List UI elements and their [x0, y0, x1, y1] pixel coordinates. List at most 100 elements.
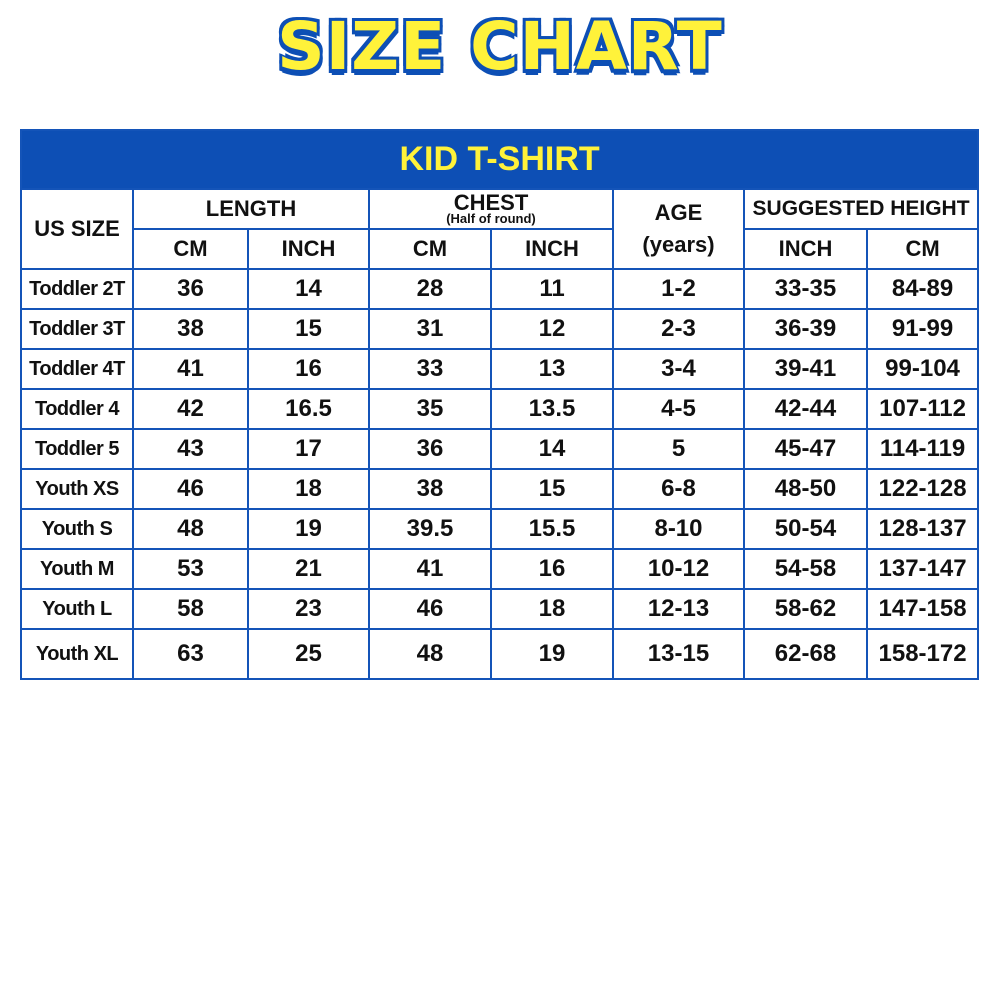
- table-row: Youth L 58 23 46 18 12-13 58-62 147-158: [20, 588, 980, 630]
- cell-us-size: Youth M: [20, 548, 134, 590]
- cell-age: 6-8: [612, 468, 745, 510]
- header-chest-label: CHEST: [453, 190, 529, 215]
- cell-height-inch: 45-47: [743, 428, 868, 470]
- cell-us-size: Youth XL: [20, 628, 134, 680]
- cell-height-cm: 128-137: [865, 508, 980, 550]
- cell-length-inch: 16: [247, 348, 370, 390]
- cell-length-inch: 25: [247, 628, 370, 680]
- header-height-cm: CM: [865, 228, 980, 270]
- cell-height-cm: 147-158: [865, 588, 980, 630]
- cell-length-cm: 41: [132, 348, 249, 390]
- cell-length-cm: 53: [132, 548, 249, 590]
- header-chest-cm: CM: [368, 228, 492, 270]
- cell-age: 5: [612, 428, 745, 470]
- cell-chest-cm: 38: [368, 468, 492, 510]
- table-row: Toddler 3T 38 15 31 12 2-3 36-39 91-99: [20, 308, 980, 350]
- cell-height-cm: 84-89: [865, 268, 980, 310]
- table-row: Toddler 2T 36 14 28 11 1-2 33-35 84-89: [20, 268, 980, 310]
- header-chest-note: (Half of round): [446, 211, 536, 226]
- cell-length-cm: 42: [132, 388, 249, 430]
- cell-chest-inch: 15: [490, 468, 614, 510]
- cell-chest-cm: 35: [368, 388, 492, 430]
- cell-us-size: Youth L: [20, 588, 134, 630]
- cell-height-inch: 48-50: [743, 468, 868, 510]
- cell-length-cm: 36: [132, 268, 249, 310]
- size-table: KID T-SHIRT US SIZE LENGTH CHEST (Half o…: [19, 129, 980, 680]
- cell-height-cm: 114-119: [865, 428, 980, 470]
- cell-length-inch: 15: [247, 308, 370, 350]
- cell-chest-cm: 46: [368, 588, 492, 630]
- cell-height-inch: 62-68: [743, 628, 868, 680]
- cell-height-cm: 91-99: [865, 308, 980, 350]
- table-body: Toddler 2T 36 14 28 11 1-2 33-35 84-89 Toddler 3…: [20, 268, 980, 680]
- header-length: LENGTH: [132, 188, 370, 230]
- cell-us-size: Toddler 5: [20, 428, 134, 470]
- cell-chest-cm: 39.5: [368, 508, 492, 550]
- cell-height-inch: 58-62: [743, 588, 868, 630]
- cell-length-inch: 17: [247, 428, 370, 470]
- cell-chest-cm: 41: [368, 548, 492, 590]
- header-age-unit: (years): [642, 232, 715, 257]
- header-length-cm: CM: [132, 228, 249, 270]
- cell-height-cm: 158-172: [865, 628, 980, 680]
- cell-height-cm: 99-104: [865, 348, 980, 390]
- table-row: Toddler 4 42 16.5 35 13.5 4-5 42-44 107-112: [20, 388, 980, 430]
- cell-height-inch: 33-35: [743, 268, 868, 310]
- table-row: Youth S 48 19 39.5 15.5 8-10 50-54 128-137: [20, 508, 980, 550]
- cell-us-size: Youth XS: [20, 468, 134, 510]
- cell-length-cm: 58: [132, 588, 249, 630]
- cell-age: 8-10: [612, 508, 745, 550]
- cell-height-inch: 36-39: [743, 308, 868, 350]
- table-row: Youth M 53 21 41 16 10-12 54-58 137-147: [20, 548, 980, 590]
- cell-chest-inch: 14: [490, 428, 614, 470]
- cell-chest-inch: 11: [490, 268, 614, 310]
- cell-height-inch: 50-54: [743, 508, 868, 550]
- header-age: AGE (years): [612, 188, 745, 270]
- cell-chest-inch: 16: [490, 548, 614, 590]
- cell-us-size: Toddler 3T: [20, 308, 134, 350]
- header-us-size: US SIZE: [20, 188, 134, 270]
- cell-length-inch: 23: [247, 588, 370, 630]
- cell-length-inch: 18: [247, 468, 370, 510]
- header-age-label: AGE: [654, 200, 703, 225]
- cell-length-cm: 43: [132, 428, 249, 470]
- cell-height-cm: 107-112: [865, 388, 980, 430]
- cell-length-cm: 63: [132, 628, 249, 680]
- cell-chest-inch: 19: [490, 628, 614, 680]
- cell-height-inch: 39-41: [743, 348, 868, 390]
- cell-chest-inch: 13: [490, 348, 614, 390]
- cell-height-inch: 42-44: [743, 388, 868, 430]
- page-title: SIZE CHART: [276, 7, 724, 87]
- cell-length-inch: 21: [247, 548, 370, 590]
- table-banner: KID T-SHIRT: [19, 129, 980, 190]
- cell-height-cm: 137-147: [865, 548, 980, 590]
- table-row: Toddler 5 43 17 36 14 5 45-47 114-119: [20, 428, 980, 470]
- table-row: Youth XL 63 25 48 19 13-15 62-68 158-172: [20, 628, 980, 680]
- cell-chest-inch: 12: [490, 308, 614, 350]
- cell-chest-cm: 48: [368, 628, 492, 680]
- cell-length-cm: 46: [132, 468, 249, 510]
- cell-chest-inch: 13.5: [490, 388, 614, 430]
- cell-age: 12-13: [612, 588, 745, 630]
- table-row: Youth XS 46 18 38 15 6-8 48-50 122-128: [20, 468, 980, 510]
- cell-length-inch: 14: [247, 268, 370, 310]
- cell-chest-cm: 36: [368, 428, 492, 470]
- cell-chest-cm: 31: [368, 308, 492, 350]
- cell-us-size: Toddler 4T: [20, 348, 134, 390]
- header-length-inch: INCH: [247, 228, 370, 270]
- header-height-inch: INCH: [743, 228, 868, 270]
- cell-chest-inch: 18: [490, 588, 614, 630]
- cell-age: 2-3: [612, 308, 745, 350]
- cell-age: 10-12: [612, 548, 745, 590]
- cell-chest-inch: 15.5: [490, 508, 614, 550]
- cell-age: 13-15: [612, 628, 745, 680]
- header-suggested-height: SUGGESTED HEIGHT: [742, 188, 980, 230]
- cell-length-cm: 48: [132, 508, 249, 550]
- cell-chest-cm: 28: [368, 268, 492, 310]
- cell-length-cm: 38: [132, 308, 249, 350]
- cell-us-size: Youth S: [20, 508, 134, 550]
- cell-height-inch: 54-58: [743, 548, 868, 590]
- cell-us-size: Toddler 4: [20, 388, 134, 430]
- cell-age: 1-2: [612, 268, 745, 310]
- cell-chest-cm: 33: [368, 348, 492, 390]
